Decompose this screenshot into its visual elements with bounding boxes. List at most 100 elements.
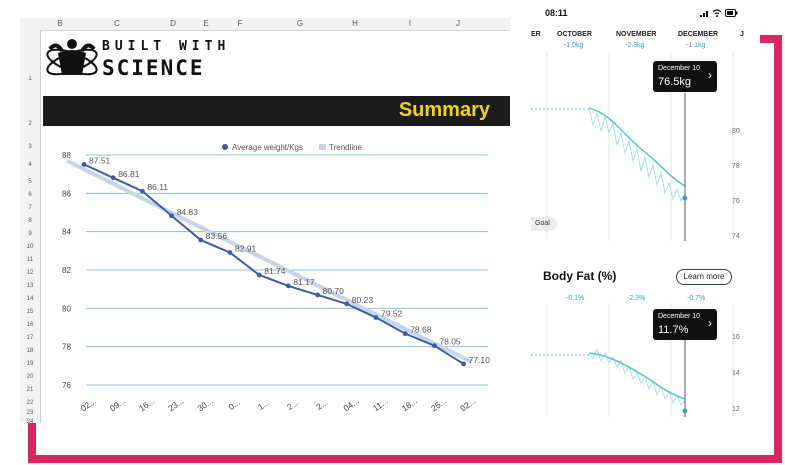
row-number[interactable]: 17	[26, 335, 34, 341]
month-label[interactable]: ER	[531, 31, 541, 38]
x-tick-label: 11...	[371, 396, 390, 413]
column-header[interactable]: B	[57, 19, 63, 28]
data-label: 78.05	[439, 337, 461, 347]
data-point	[461, 361, 466, 367]
y-tick-label: 76	[62, 381, 71, 390]
column-header[interactable]: D	[170, 19, 176, 28]
row-number[interactable]: 2	[28, 121, 32, 127]
y-tick-label: 82	[62, 266, 71, 275]
logo-line-2: SCIENCE	[102, 56, 205, 80]
data-point	[344, 301, 350, 307]
data-point	[256, 272, 262, 278]
month-label[interactable]: J	[740, 31, 744, 38]
y-tick-label: 78	[732, 163, 740, 170]
weight-change: -1.1kg	[686, 42, 706, 49]
trendline	[66, 158, 473, 364]
row-number[interactable]: 9	[28, 231, 32, 237]
bodyfat-tooltip[interactable]: December 10 11.7% ›	[653, 309, 717, 340]
frame-bottom-border	[28, 455, 782, 463]
wifi-icon	[712, 9, 722, 17]
phone-screen: 08:11 ER OCTOBER NOVEMBER DECEMBER J -1.…	[531, 5, 746, 417]
row-number[interactable]: 10	[26, 244, 34, 250]
logo-line-1: BUILT WITH	[102, 39, 231, 54]
row-number[interactable]: 22	[26, 400, 34, 406]
battery-icon	[725, 9, 738, 17]
row-number[interactable]: 8	[28, 218, 32, 224]
data-point	[432, 343, 437, 349]
row-number[interactable]: 1	[28, 76, 32, 82]
row-header-bar: 1 2 3 4 5 6 7 8 9 10 11 12 13 14 15 16 1…	[20, 30, 41, 423]
month-label[interactable]: OCTOBER	[557, 31, 592, 38]
row-number[interactable]: 11	[26, 257, 34, 263]
row-number[interactable]: 21	[26, 387, 34, 393]
month-label[interactable]: DECEMBER	[678, 31, 719, 38]
row-number[interactable]: 13	[26, 283, 34, 289]
column-header-bar: B C D E F G H I J	[20, 18, 510, 31]
row-number[interactable]: 12	[26, 270, 34, 276]
row-number[interactable]: 19	[26, 361, 34, 367]
x-tick-label: 02...	[458, 396, 477, 414]
chevron-right-icon: ›	[708, 316, 712, 330]
row-number[interactable]: 16	[26, 322, 34, 328]
raw-line	[588, 107, 686, 203]
bodyfat-change: -0.1%	[566, 295, 585, 302]
frame-top-border	[760, 35, 782, 43]
month-label[interactable]: NOVEMBER	[616, 31, 657, 38]
goal-pill[interactable]: Goal	[531, 217, 557, 231]
spreadsheet: B C D E F G H I J 1 2 3 4 5 6 7 8 9 10 1…	[20, 18, 510, 423]
y-tick-label: 78	[62, 343, 71, 352]
y-tick-label: 86	[62, 189, 71, 198]
column-header[interactable]: F	[237, 19, 243, 28]
y-tick-label: 80	[62, 304, 71, 313]
data-point	[140, 188, 145, 194]
row-number[interactable]: 18	[26, 348, 34, 354]
y-tick-label: 16	[732, 334, 740, 341]
y-tick-label: 74	[732, 233, 740, 240]
weight-change: -2.3kg	[625, 42, 645, 49]
data-point	[198, 237, 204, 243]
x-tick-label: 2...	[314, 397, 329, 412]
weight-change: -1.0kg	[564, 42, 584, 49]
row-number[interactable]: 3	[28, 144, 32, 150]
data-label: 78.68	[410, 325, 432, 335]
legend-marker	[222, 144, 228, 150]
column-header[interactable]: E	[203, 19, 209, 28]
row-number[interactable]: 23	[26, 410, 34, 416]
row-number[interactable]: 14	[26, 296, 34, 302]
row-number[interactable]: 20	[26, 374, 34, 380]
row-number[interactable]: 7	[28, 205, 32, 211]
column-header[interactable]: J	[456, 19, 460, 28]
row-number[interactable]: 6	[28, 192, 32, 198]
column-header[interactable]: I	[408, 19, 412, 28]
data-point	[169, 213, 174, 219]
data-label: 81.74	[264, 266, 286, 276]
row-number[interactable]: 5	[28, 179, 32, 185]
trend-line	[588, 352, 686, 400]
data-label: 82.91	[235, 244, 257, 254]
x-tick-label: 04...	[341, 396, 360, 414]
x-tick-label: 23...	[166, 396, 185, 414]
weight-tooltip[interactable]: December 10 76.5kg ›	[653, 61, 717, 92]
data-label: 83.56	[206, 231, 228, 241]
data-point	[315, 292, 320, 298]
tooltip-date: December 10	[658, 313, 701, 320]
selected-point	[682, 408, 688, 414]
bodyfat-change: -2.3%	[627, 295, 646, 302]
x-tick-label: 1...	[256, 397, 271, 412]
logo-emblem-icon	[46, 39, 98, 76]
tooltip-date: December 10	[658, 65, 701, 72]
column-header[interactable]: C	[114, 19, 120, 28]
row-number[interactable]: 4	[28, 162, 32, 168]
data-label: 80.70	[323, 286, 345, 296]
learn-more-button[interactable]: Learn more	[676, 269, 732, 285]
x-tick-label: 0...	[227, 397, 242, 412]
legend-label: Average weight/Kgs	[232, 143, 303, 152]
column-header[interactable]: G	[296, 19, 304, 28]
x-tick-label: 16...	[137, 396, 156, 414]
x-tick-label: 18...	[400, 396, 419, 414]
column-header[interactable]: H	[352, 19, 358, 28]
summary-header: Summary	[43, 96, 510, 126]
bodyfat-change: -0.7%	[687, 295, 706, 302]
row-number[interactable]: 24	[26, 419, 34, 423]
row-number[interactable]: 15	[26, 309, 34, 315]
